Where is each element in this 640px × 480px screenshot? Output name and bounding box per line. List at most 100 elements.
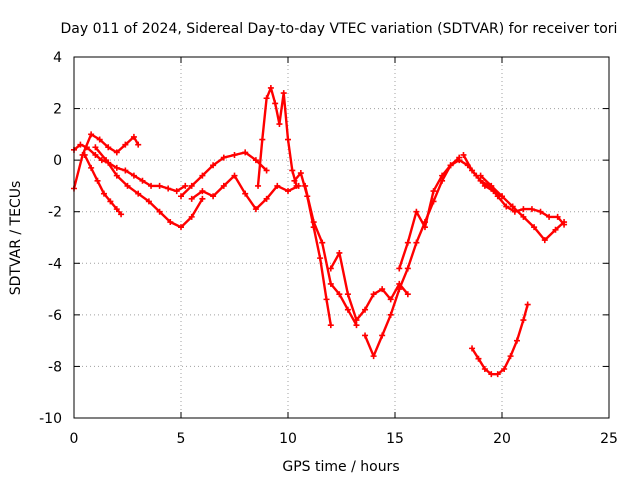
- data-point: [477, 172, 484, 179]
- data-point: [107, 198, 114, 205]
- data-point: [178, 193, 184, 200]
- data-point: [413, 239, 420, 246]
- data-point: [188, 195, 195, 202]
- data-point: [77, 141, 84, 148]
- x-tick-labels: 0 5 10 15 20 25: [70, 431, 618, 447]
- plot-frame: [73, 56, 610, 419]
- data-point: [297, 170, 304, 177]
- data-point: [520, 317, 527, 324]
- data-point: [353, 322, 360, 329]
- data-point: [561, 219, 568, 226]
- data-point: [276, 121, 283, 128]
- data-point: [178, 224, 184, 231]
- data-point: [499, 193, 505, 200]
- data-point: [293, 182, 300, 189]
- data-point: [469, 345, 476, 352]
- data-point: [156, 182, 163, 189]
- y-tick-label: -6: [48, 308, 62, 324]
- data-point: [541, 237, 548, 244]
- data-point: [92, 151, 99, 158]
- data-point: [94, 177, 101, 184]
- data-point: [135, 141, 142, 148]
- data-point: [362, 332, 369, 339]
- chart-title: Day 011 of 2024, Sidereal Day-to-day VTE…: [61, 21, 618, 37]
- x-tick-label: 15: [386, 431, 404, 447]
- data-point: [336, 249, 343, 256]
- data-point: [513, 337, 520, 344]
- series-line: [329, 251, 409, 322]
- data-point: [285, 188, 291, 195]
- y-tick-label: 0: [53, 153, 62, 169]
- data-point: [122, 141, 129, 148]
- data-point: [520, 213, 527, 220]
- data-point: [344, 291, 351, 298]
- data-point: [387, 296, 394, 303]
- series-line: [398, 158, 504, 270]
- data-point: [344, 306, 351, 313]
- data-point: [546, 213, 553, 220]
- data-point: [554, 213, 561, 220]
- data-point: [494, 371, 501, 378]
- series-line: [303, 184, 358, 327]
- data-point: [96, 136, 103, 143]
- x-axis-label: GPS time / hours: [282, 459, 399, 475]
- data-point: [100, 190, 107, 197]
- y-tick-label: 2: [53, 102, 62, 118]
- data-point: [88, 164, 95, 171]
- data-point: [488, 182, 495, 189]
- y-tick-label: -4: [48, 256, 62, 272]
- data-point: [291, 177, 298, 184]
- y-tick-labels: -10 -8 -6 -4 -2 0 2 4: [39, 50, 62, 427]
- y-axis-label: SDTVAR / TECUs: [8, 181, 24, 296]
- data-point: [188, 213, 195, 220]
- data-point: [105, 144, 112, 151]
- grid-lines: [74, 57, 609, 418]
- data-point: [439, 172, 446, 179]
- data-point: [396, 265, 403, 272]
- data-point: [317, 255, 324, 262]
- data-point: [379, 286, 386, 293]
- data-point: [289, 167, 296, 174]
- data-point: [263, 195, 270, 202]
- data-point: [139, 177, 146, 184]
- data-point: [430, 188, 437, 195]
- series-line: [363, 156, 461, 358]
- data-point: [524, 301, 531, 308]
- data-point: [509, 203, 516, 210]
- data-point: [122, 167, 129, 174]
- y-tick-label: -2: [48, 205, 62, 221]
- data-point: [210, 162, 217, 169]
- data-point: [259, 136, 266, 143]
- data-series: [71, 84, 568, 378]
- series-track-5: [178, 149, 270, 200]
- data-point: [302, 182, 309, 189]
- series-track-15: [469, 301, 531, 378]
- data-point: [252, 157, 259, 164]
- data-point: [135, 190, 142, 197]
- data-point: [182, 182, 189, 189]
- data-point: [520, 206, 527, 213]
- data-point: [272, 100, 279, 107]
- data-point: [267, 84, 274, 91]
- series-track-6: [188, 172, 302, 213]
- data-point: [263, 95, 270, 102]
- data-point: [92, 144, 99, 151]
- data-point: [252, 206, 259, 213]
- data-point: [481, 366, 488, 373]
- data-point: [456, 157, 463, 164]
- data-point: [537, 208, 544, 215]
- data-point: [255, 182, 262, 189]
- x-tick-label: 10: [279, 431, 297, 447]
- axis-ticks: [73, 56, 610, 419]
- data-point: [387, 311, 394, 318]
- data-point: [488, 371, 495, 378]
- data-point: [404, 239, 411, 246]
- series-line: [470, 303, 529, 376]
- data-point: [336, 291, 343, 298]
- data-point: [81, 151, 88, 158]
- data-point: [501, 366, 508, 373]
- series-track-11: [362, 154, 463, 360]
- data-point: [199, 188, 206, 195]
- data-point: [156, 208, 163, 215]
